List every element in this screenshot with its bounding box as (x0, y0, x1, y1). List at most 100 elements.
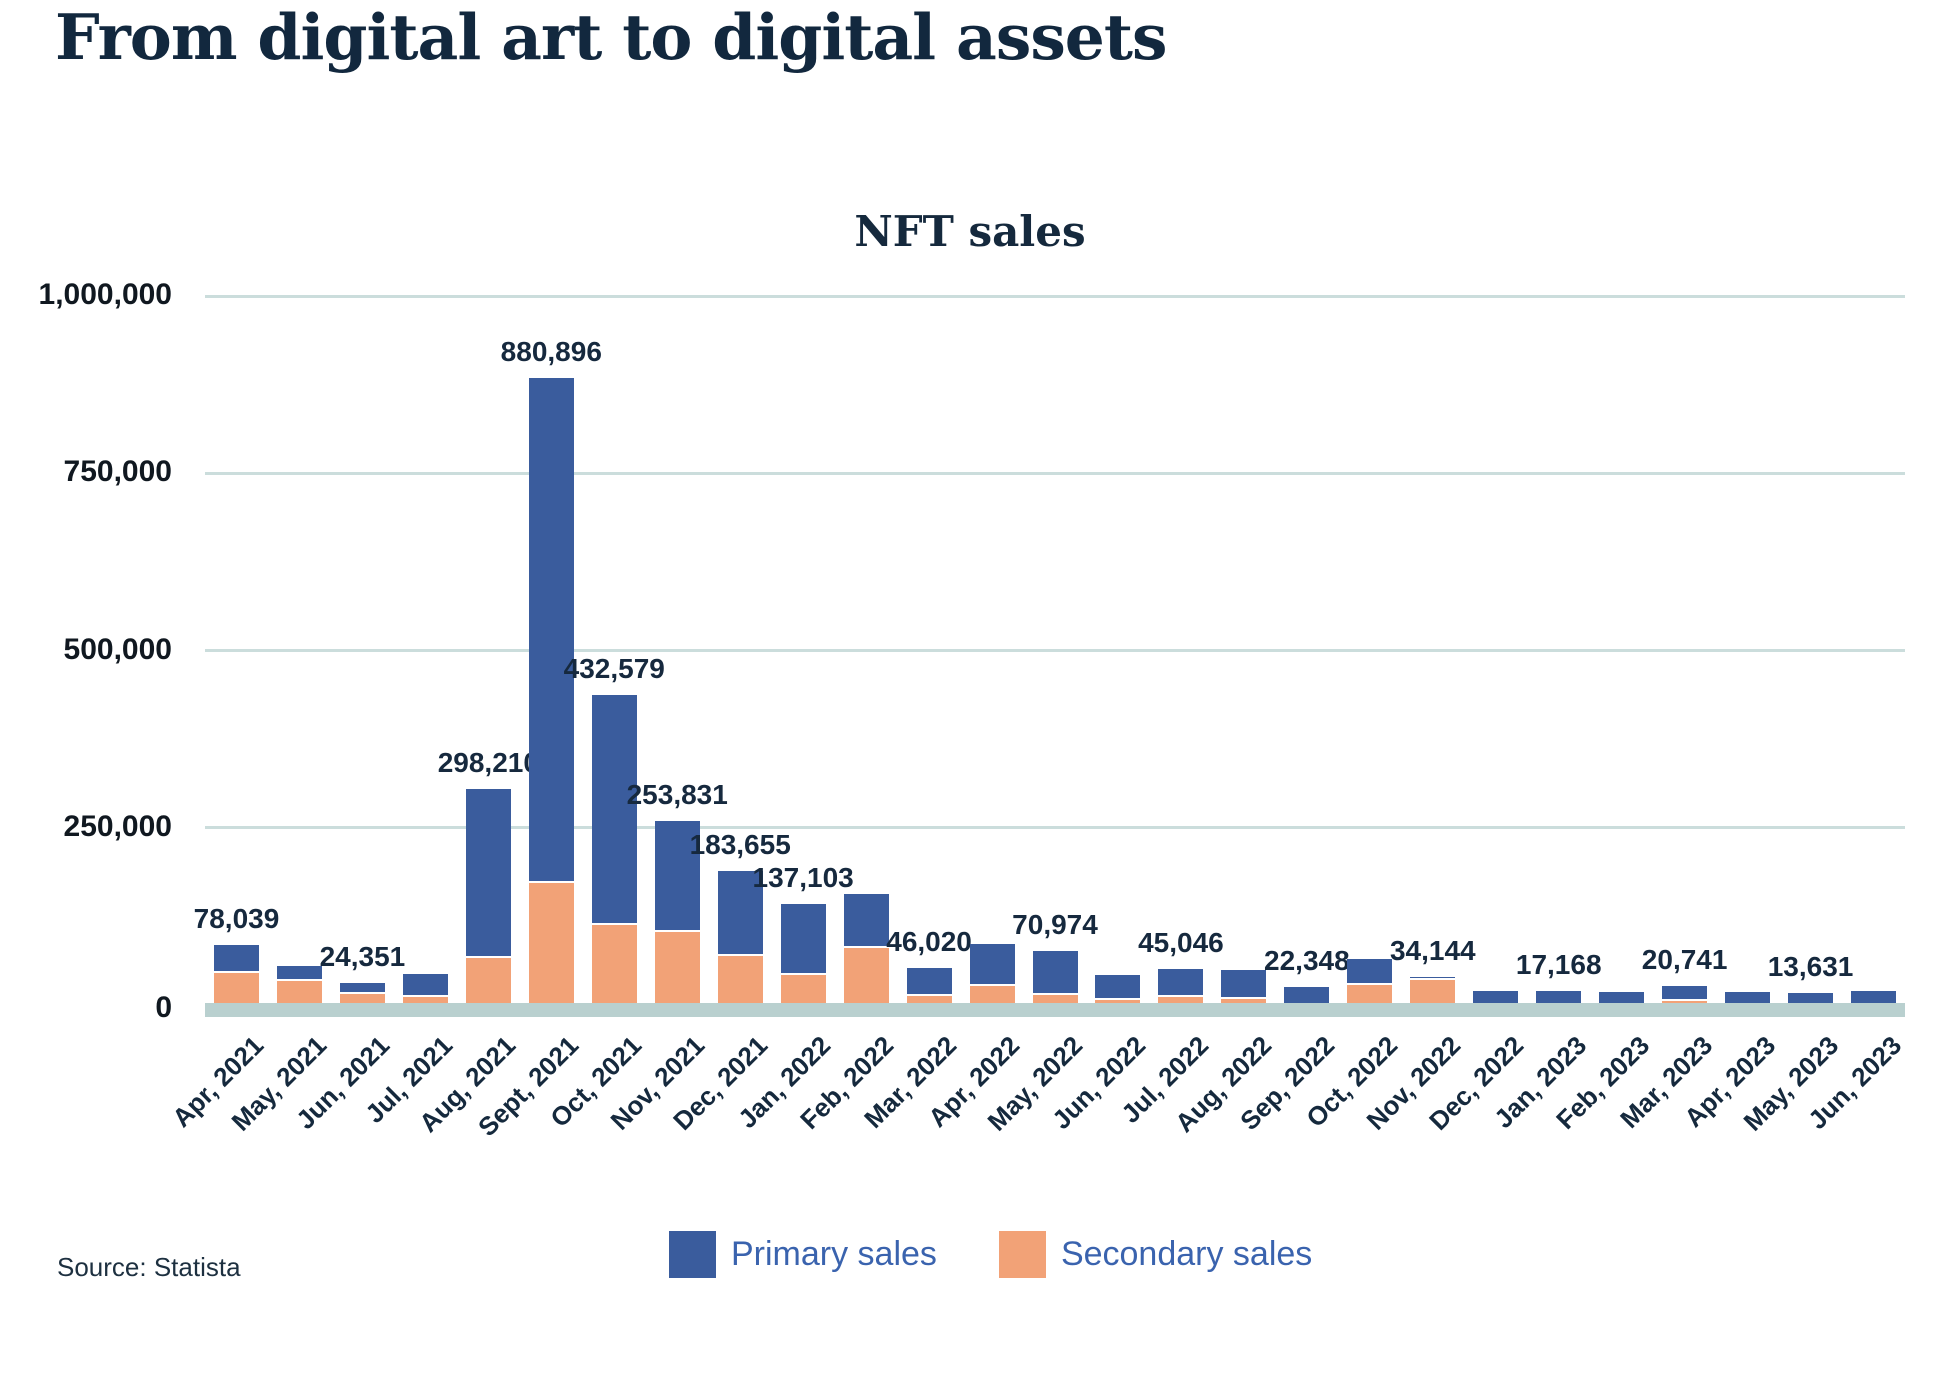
bar-value-label: 13,631 (1767, 951, 1854, 982)
legend-secondary-label: Secondary sales (1060, 1235, 1313, 1273)
bar-segment-secondary (1221, 999, 1267, 1003)
bar-segment-primary (1095, 975, 1141, 998)
bar-value-label: 46,020 (886, 926, 972, 957)
bar-segment-primary (1599, 992, 1645, 1003)
y-tick-label: 1,000,000 (38, 278, 172, 311)
bar-segment-secondary (717, 956, 763, 1003)
bar-segment-secondary (654, 932, 700, 1003)
bar-value-label: 298,210 (437, 747, 539, 778)
bar (969, 944, 1015, 1003)
bar (1032, 951, 1078, 1003)
bar-segment-secondary (969, 986, 1015, 1003)
bar (1536, 991, 1582, 1003)
bar (528, 378, 574, 1003)
bar-value-label: 17,168 (1515, 949, 1602, 980)
bar (213, 945, 259, 1003)
bar-segment-secondary (1662, 1001, 1708, 1003)
bar-segment-primary (969, 944, 1015, 984)
bar-segment-secondary (528, 883, 574, 1003)
y-tick-label: 0 (155, 991, 172, 1024)
y-tick-label: 500,000 (63, 633, 172, 666)
bar-value-label: 432,579 (563, 653, 665, 684)
bar-segment-primary (1221, 970, 1267, 997)
legend: Primary sales Secondary sales (669, 1231, 1312, 1278)
source-note: Source: Statista (57, 1252, 241, 1282)
bar-value-label: 183,655 (689, 829, 791, 860)
bar-segment-primary (276, 966, 322, 979)
bar (591, 695, 637, 1003)
gridline (205, 826, 1905, 829)
bar-segment-secondary (339, 994, 385, 1003)
bar-value-label: 253,831 (626, 779, 728, 810)
bar-segment-primary (1158, 969, 1204, 995)
bar (906, 968, 952, 1003)
bar-segment-secondary (402, 997, 448, 1003)
page-title: From digital art to digital assets (55, 0, 1167, 74)
bar-segment-primary (1032, 951, 1078, 993)
bar (339, 983, 385, 1003)
bar-value-label: 137,103 (752, 862, 854, 893)
bar (1851, 991, 1897, 1003)
bar (1788, 993, 1834, 1003)
bar-segment-primary (1284, 987, 1330, 1003)
bar-segment-secondary (465, 958, 511, 1003)
bar-segment-primary (465, 789, 511, 956)
bar (1473, 991, 1519, 1003)
bar-segment-secondary (1032, 995, 1078, 1003)
bar-value-label: 20,741 (1641, 944, 1728, 975)
bar-segment-primary (1725, 992, 1771, 1003)
bar-segment-primary (780, 904, 826, 973)
gridline (205, 295, 1905, 298)
x-axis-baseline (205, 1003, 1905, 1017)
y-tick-label: 750,000 (63, 455, 172, 488)
bar-value-label: 24,351 (319, 941, 406, 972)
bar-value-label: 22,348 (1264, 945, 1350, 976)
bar (1221, 970, 1267, 1003)
bar (402, 974, 448, 1003)
bar-segment-secondary (1347, 985, 1393, 1003)
bar (1599, 992, 1645, 1003)
chart-title: NFT sales (854, 207, 1086, 256)
bar-segment-primary (654, 821, 700, 930)
bar (1158, 969, 1204, 1003)
bar-segment-secondary (1158, 997, 1204, 1003)
bar-segment-primary (213, 945, 259, 971)
bar (1095, 975, 1141, 1003)
legend-swatch-secondary-icon (998, 1231, 1046, 1278)
bar (1410, 977, 1456, 1003)
bar-segment-primary (1536, 991, 1582, 1003)
bar-segment-secondary (1410, 980, 1456, 1003)
bar (1725, 992, 1771, 1003)
bar (465, 789, 511, 1003)
bar-segment-secondary (906, 996, 952, 1003)
bar-segment-secondary (591, 925, 637, 1003)
bar-segment-primary (402, 974, 448, 995)
legend-swatch-primary-icon (669, 1231, 716, 1278)
bar-segment-primary (1473, 991, 1519, 1003)
legend-item-primary: Primary sales (669, 1231, 937, 1278)
bar-segment-primary (591, 695, 637, 923)
bar-value-label: 45,046 (1138, 927, 1224, 958)
bar-segment-primary (843, 894, 889, 946)
bar-segment-primary (1788, 993, 1834, 1003)
bar-segment-primary (1410, 977, 1456, 978)
bar-segment-secondary (843, 948, 889, 1003)
bar (780, 904, 826, 1003)
y-tick-label: 250,000 (63, 810, 172, 843)
bar-segment-primary (1851, 991, 1897, 1003)
gridline (205, 649, 1905, 652)
bar-segment-primary (1347, 959, 1393, 983)
gridline (205, 472, 1905, 475)
bar-segment-primary (339, 983, 385, 992)
bar-segment-secondary (780, 975, 826, 1003)
bar-segment-secondary (213, 973, 259, 1003)
bar (654, 821, 700, 1003)
bar (717, 871, 763, 1003)
plot-area: 78,039 24,351 298,210 880,896 432,579 253,831… (194, 295, 1905, 1003)
bar-segment-secondary (1095, 1000, 1141, 1003)
bar-segment-primary (717, 871, 763, 954)
bar-segment-primary (906, 968, 952, 994)
bar-value-label: 70,974 (1012, 909, 1098, 940)
bar-segment-primary (528, 378, 574, 881)
